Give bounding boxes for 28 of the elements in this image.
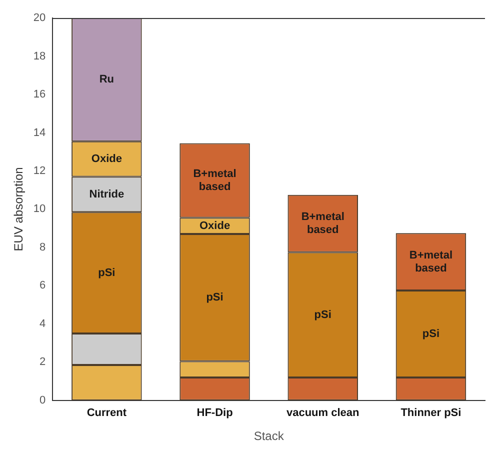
- data-label: pSi: [206, 292, 224, 304]
- y-axis-title: EUV absorption: [12, 167, 26, 252]
- data-label: B+metal based: [409, 249, 453, 274]
- x-tick-label: Current: [86, 407, 127, 420]
- y-tick-label: 12: [33, 164, 46, 177]
- y-tick-label: 18: [33, 50, 46, 62]
- data-label: Nitride: [89, 188, 124, 200]
- y-tick-label: 16: [33, 88, 46, 101]
- data-label: B+metal based: [301, 211, 344, 236]
- data-label: Oxide: [91, 153, 122, 166]
- data-label: pSi: [314, 308, 332, 321]
- y-tick-label: 8: [40, 241, 46, 254]
- data-label: pSi: [422, 328, 440, 340]
- y-tick-label: 14: [33, 126, 46, 139]
- y-tick-label: 0: [40, 394, 46, 406]
- data-label: Ru: [99, 74, 114, 86]
- x-tick-label: HF-Dip: [196, 407, 234, 420]
- data-label: pSi: [98, 266, 116, 279]
- y-tick-label: 4: [40, 318, 46, 330]
- y-tick-label: 10: [33, 203, 46, 216]
- data-label: B+metal based: [193, 168, 236, 194]
- y-tick-label: 6: [40, 280, 46, 292]
- y-tick-label: 20: [33, 12, 46, 24]
- x-tick-label: vacuum clean: [286, 407, 360, 420]
- x-axis-title: Stack: [254, 429, 285, 444]
- data-label: Oxide: [199, 220, 230, 232]
- y-tick-label: 2: [40, 356, 46, 368]
- x-tick-label: Thinner pSi: [400, 407, 462, 420]
